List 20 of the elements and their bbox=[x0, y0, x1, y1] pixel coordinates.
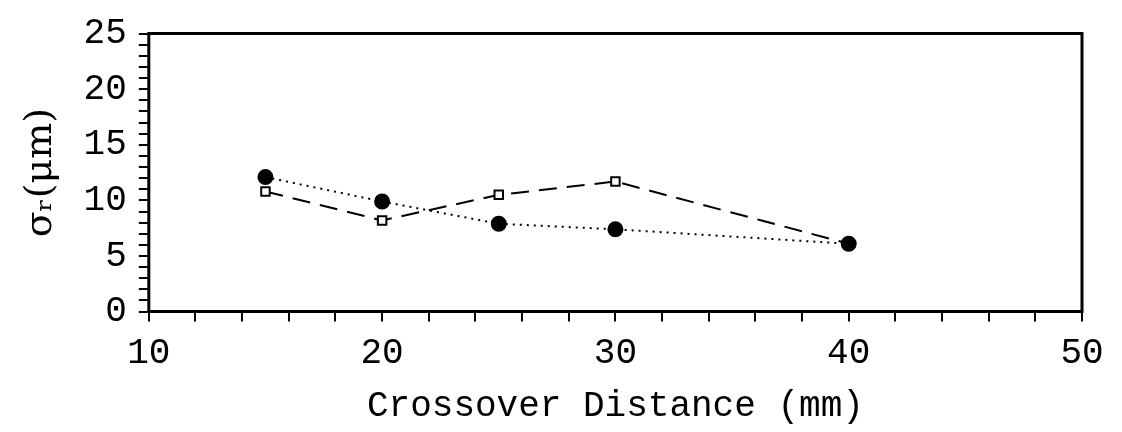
point bbox=[490, 215, 507, 232]
point bbox=[607, 221, 624, 238]
point bbox=[260, 186, 271, 197]
x-tick-label: 30 bbox=[593, 332, 638, 374]
point bbox=[257, 169, 274, 186]
y-tick-label: 10 bbox=[83, 179, 127, 221]
y-tick-label: 25 bbox=[83, 13, 127, 55]
x-axis-title: Crossover Distance (mm) bbox=[366, 385, 864, 427]
x-tick-label: 50 bbox=[1060, 332, 1104, 374]
point bbox=[493, 189, 504, 201]
y-axis-title: σᵣ(μm) bbox=[15, 107, 60, 238]
point bbox=[374, 193, 391, 210]
y-tick-label: 5 bbox=[105, 235, 127, 277]
point bbox=[610, 176, 621, 187]
y-tick-label: 20 bbox=[83, 68, 127, 110]
y-tick-label: 15 bbox=[83, 124, 127, 166]
x-tick-label: 40 bbox=[827, 332, 871, 374]
x-tick-label: 20 bbox=[360, 332, 404, 374]
y-tick-label: 0 bbox=[105, 291, 127, 333]
point bbox=[376, 215, 388, 226]
